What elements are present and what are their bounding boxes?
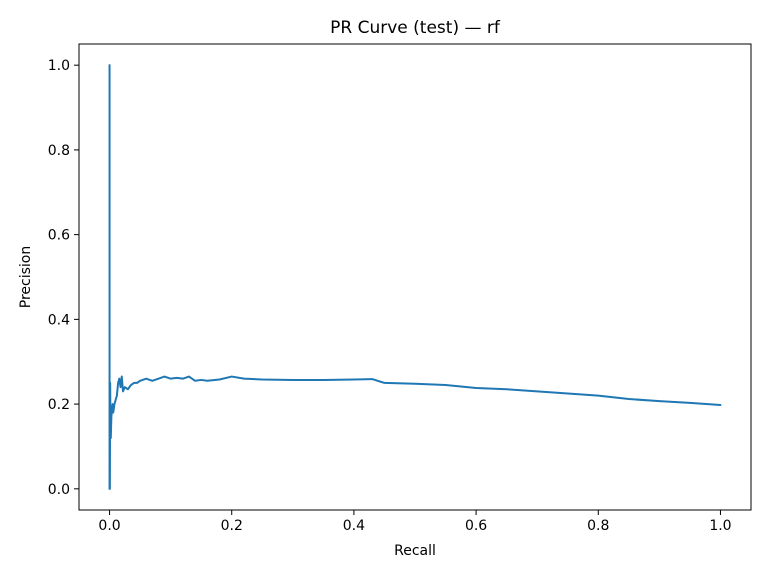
plot-area-frame <box>78 43 752 511</box>
x-axis-label: Recall <box>394 543 436 559</box>
y-tick-label: 0.6 <box>48 228 70 244</box>
x-tick-label: 0.8 <box>587 518 609 534</box>
series-layer <box>108 64 722 490</box>
pr-curve-line <box>108 64 722 490</box>
y-tick-label: 0.0 <box>48 482 70 498</box>
y-axis-ticks: 0.0 0.2 0.4 0.6 0.8 1.0 <box>48 58 79 498</box>
y-axis-label: Precision <box>18 246 34 308</box>
y-tick-label: 0.8 <box>48 143 70 159</box>
x-axis-ticks: 0.0 0.2 0.4 0.6 0.8 1.0 <box>98 510 732 534</box>
y-tick-label: 0.4 <box>48 312 70 328</box>
x-tick-label: 0.0 <box>98 518 120 534</box>
x-tick-label: 0.4 <box>343 518 365 534</box>
x-tick-label: 0.6 <box>465 518 487 534</box>
y-tick-label: 0.2 <box>48 397 70 413</box>
x-tick-label: 1.0 <box>709 518 731 534</box>
y-tick-label: 1.0 <box>48 58 70 74</box>
chart-title: PR Curve (test) — rf <box>330 18 501 38</box>
x-tick-label: 0.2 <box>221 518 243 534</box>
